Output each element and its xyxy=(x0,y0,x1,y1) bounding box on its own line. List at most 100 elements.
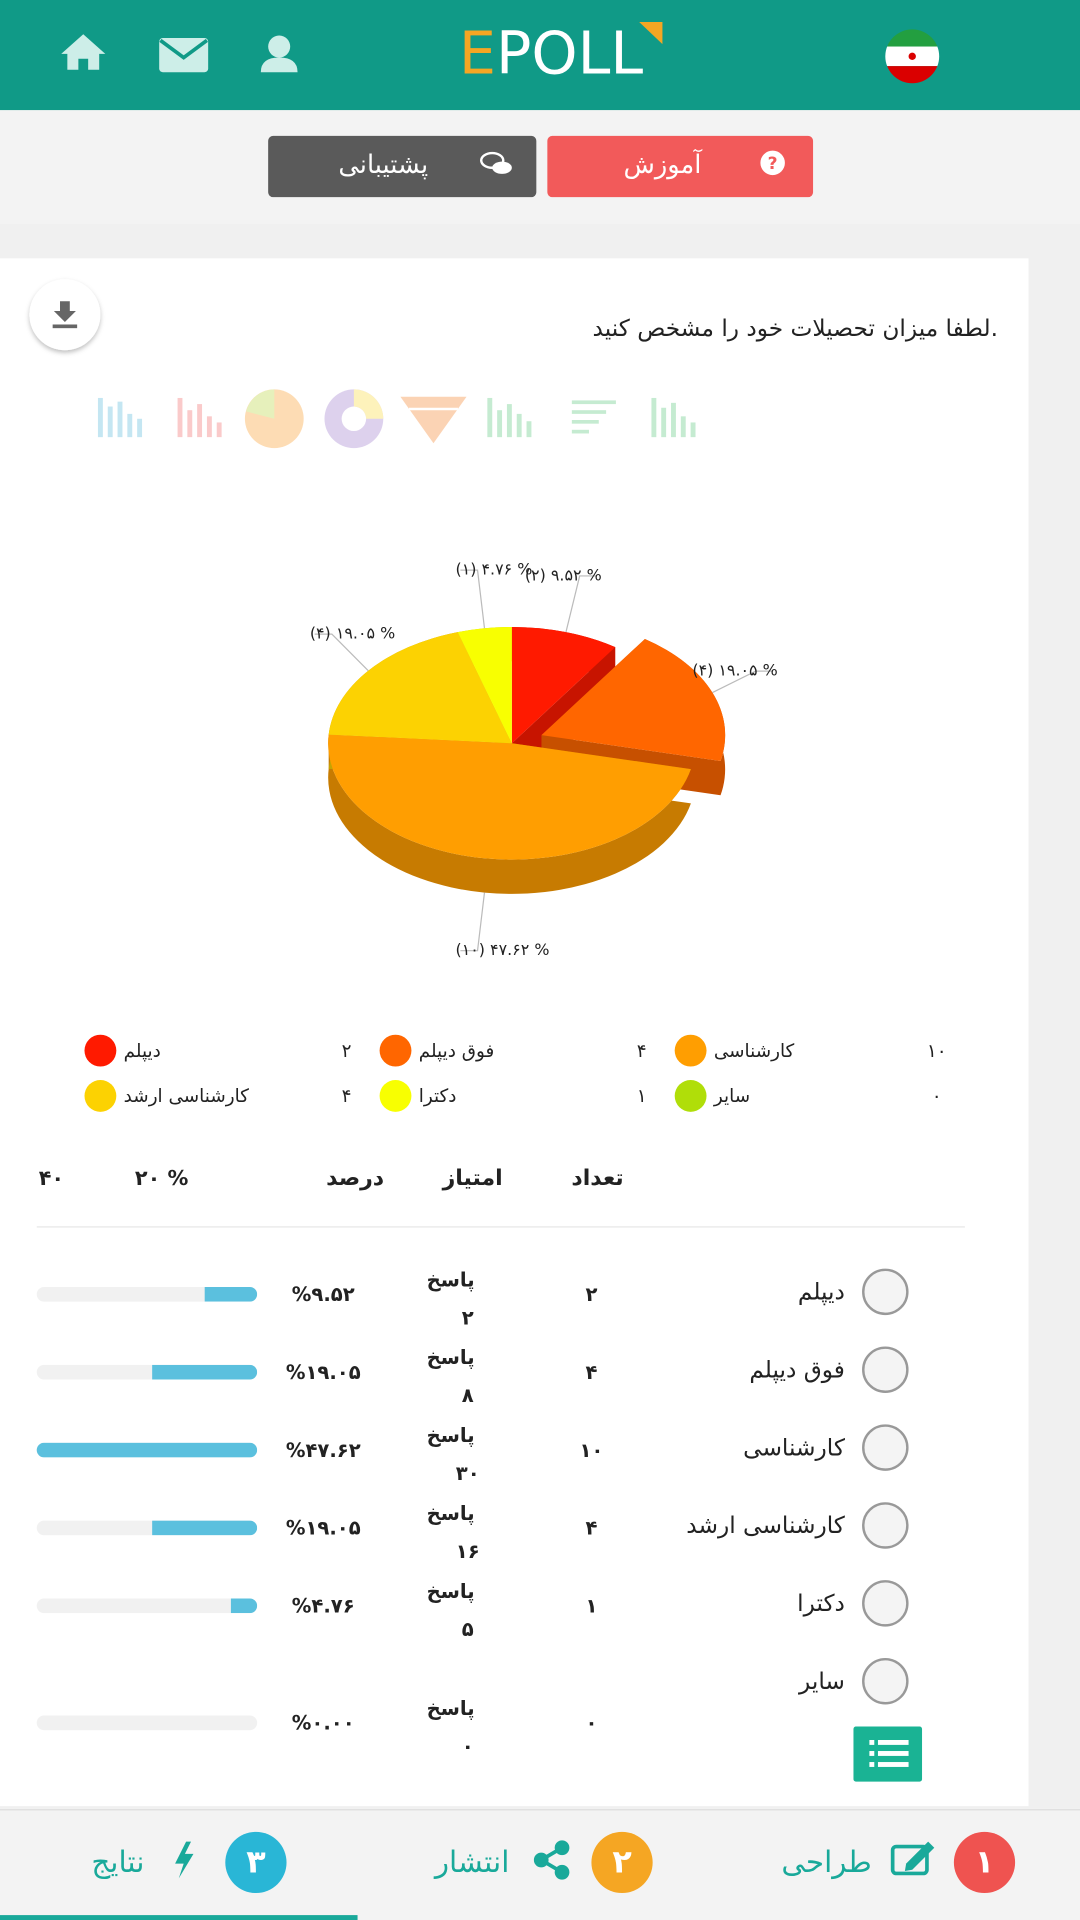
percent-label: %۰.۰۰ xyxy=(292,1712,355,1735)
steps: ۱ طراحی ۲ انتشار ۳ نتایج xyxy=(91,1831,1016,1894)
score: ۲ xyxy=(462,1306,474,1329)
legend-swatch[interactable] xyxy=(84,1034,117,1067)
bar-track xyxy=(36,1286,258,1302)
share-icon xyxy=(533,1840,570,1880)
step-badge[interactable] xyxy=(591,1831,653,1894)
logo[interactable]: EPOLL xyxy=(459,19,644,88)
percent-bar xyxy=(152,1520,258,1536)
percent-label: %۴.۷۶ xyxy=(292,1595,355,1618)
legend-swatch[interactable] xyxy=(674,1034,707,1067)
download-button[interactable] xyxy=(29,279,101,351)
leader-line xyxy=(314,633,369,672)
active-tab-indicator xyxy=(0,1915,358,1920)
count: ۰ xyxy=(585,1712,597,1735)
legend-label[interactable]: فوق دیپلم xyxy=(419,1041,494,1062)
x-tick-label: ۴۰ xyxy=(39,1166,64,1190)
percent-bar xyxy=(36,1442,258,1458)
score-word: پاسخ xyxy=(427,1697,475,1720)
pie-slice xyxy=(328,734,691,860)
step-label[interactable]: انتشار xyxy=(433,1845,510,1879)
column-header: امتیاز xyxy=(442,1166,503,1191)
radio-button[interactable] xyxy=(862,1268,909,1316)
leader-line xyxy=(460,569,486,629)
list-button[interactable] xyxy=(853,1726,923,1782)
legend-swatch[interactable] xyxy=(674,1080,707,1112)
option-name[interactable]: دکترا xyxy=(797,1590,845,1617)
bar-track xyxy=(36,1715,258,1731)
percent-bar xyxy=(204,1286,258,1302)
radio-button[interactable] xyxy=(862,1346,909,1393)
score: ۸ xyxy=(462,1384,474,1407)
pie-label: (۴) ۱۹.۰۵ % xyxy=(692,661,777,680)
pie-slice xyxy=(328,632,512,744)
legend-label[interactable]: کارشناسی xyxy=(714,1041,795,1062)
score-word: پاسخ xyxy=(427,1346,475,1369)
percent-label: %۱۹.۰۵ xyxy=(286,1361,361,1384)
legend-label[interactable]: سایر xyxy=(713,1086,750,1107)
radio-button[interactable] xyxy=(862,1424,909,1471)
radio-button[interactable] xyxy=(862,1580,909,1627)
step-number[interactable]: ۱ xyxy=(975,1843,994,1881)
count: ۱۰ xyxy=(579,1439,603,1462)
legend-label[interactable]: کارشناسی ارشد xyxy=(124,1086,249,1107)
logo-first: E xyxy=(459,19,496,88)
step-badge[interactable] xyxy=(953,1831,1016,1894)
score: ۰ xyxy=(462,1735,474,1758)
radio-button[interactable] xyxy=(862,1657,909,1705)
step-label[interactable]: طراحی xyxy=(781,1845,871,1879)
score: ۱۶ xyxy=(456,1540,480,1563)
results-icon xyxy=(175,1841,194,1879)
count: ۲ xyxy=(585,1283,597,1306)
support-button[interactable]: پشتیبانی xyxy=(268,135,537,198)
column-header: تعداد xyxy=(571,1166,623,1191)
column-header: درصد xyxy=(326,1166,384,1191)
bar-track xyxy=(36,1598,258,1614)
percent-label: %۹.۵۲ xyxy=(292,1283,355,1306)
content-card xyxy=(0,258,1029,1807)
pie-label: (۲) ۹.۵۲ % xyxy=(525,565,602,584)
pie-slice xyxy=(457,626,512,744)
legend-swatch[interactable] xyxy=(379,1034,412,1067)
option-name[interactable]: کارشناسی ارشد xyxy=(686,1512,846,1539)
count: ۱ xyxy=(585,1595,597,1618)
button-label: پشتیبانی xyxy=(338,150,428,180)
mail-icon[interactable] xyxy=(159,37,209,73)
option-name[interactable]: کارشناسی xyxy=(743,1434,846,1461)
legend-swatch[interactable] xyxy=(84,1080,117,1112)
flag-icon[interactable] xyxy=(882,27,943,86)
pie-chart: (۲) ۹.۵۲ % (۴) ۱۹.۰۵ % (۱۰) ۴۷.۶۲ % (۴) ۱۹.… xyxy=(310,560,778,960)
pie-slice xyxy=(541,638,726,761)
option-name[interactable]: سایر xyxy=(798,1668,845,1695)
score-word: پاسخ xyxy=(427,1424,475,1447)
x-tick-label: ۲۰ % xyxy=(135,1166,189,1190)
percent-bar xyxy=(230,1598,258,1614)
legend-count: ۴ xyxy=(342,1086,352,1107)
step-number[interactable]: ۲ xyxy=(612,1843,632,1881)
step-label[interactable]: نتایج xyxy=(91,1845,144,1879)
score-word: پاسخ xyxy=(427,1580,475,1603)
home-icon[interactable] xyxy=(61,34,106,70)
count: ۴ xyxy=(585,1361,597,1384)
user-icon[interactable] xyxy=(260,35,298,73)
pie-label: (۱) ۴.۷۶ % xyxy=(455,560,532,579)
tutorial-button[interactable]: ? آموزش xyxy=(547,135,814,198)
percent-label: %۱۹.۰۵ xyxy=(286,1517,361,1540)
legend-swatch[interactable] xyxy=(379,1080,412,1112)
step-badge[interactable] xyxy=(225,1831,287,1894)
legend-count: ۱ xyxy=(637,1086,647,1107)
option-name[interactable]: فوق دیپلم xyxy=(749,1356,845,1383)
legend-label[interactable]: دکترا xyxy=(419,1086,457,1107)
radio-button[interactable] xyxy=(862,1502,909,1549)
legend-label[interactable]: دیپلم xyxy=(124,1041,161,1062)
chart-type-icons[interactable] xyxy=(97,389,696,449)
percent-label: %۴۷.۶۲ xyxy=(286,1439,361,1462)
logo-rest: POLL xyxy=(496,19,643,88)
option-name[interactable]: دیپلم xyxy=(798,1279,845,1306)
score: ۳۰ xyxy=(456,1462,480,1485)
score-word: پاسخ xyxy=(427,1502,475,1525)
step-number[interactable]: ۳ xyxy=(246,1843,265,1881)
